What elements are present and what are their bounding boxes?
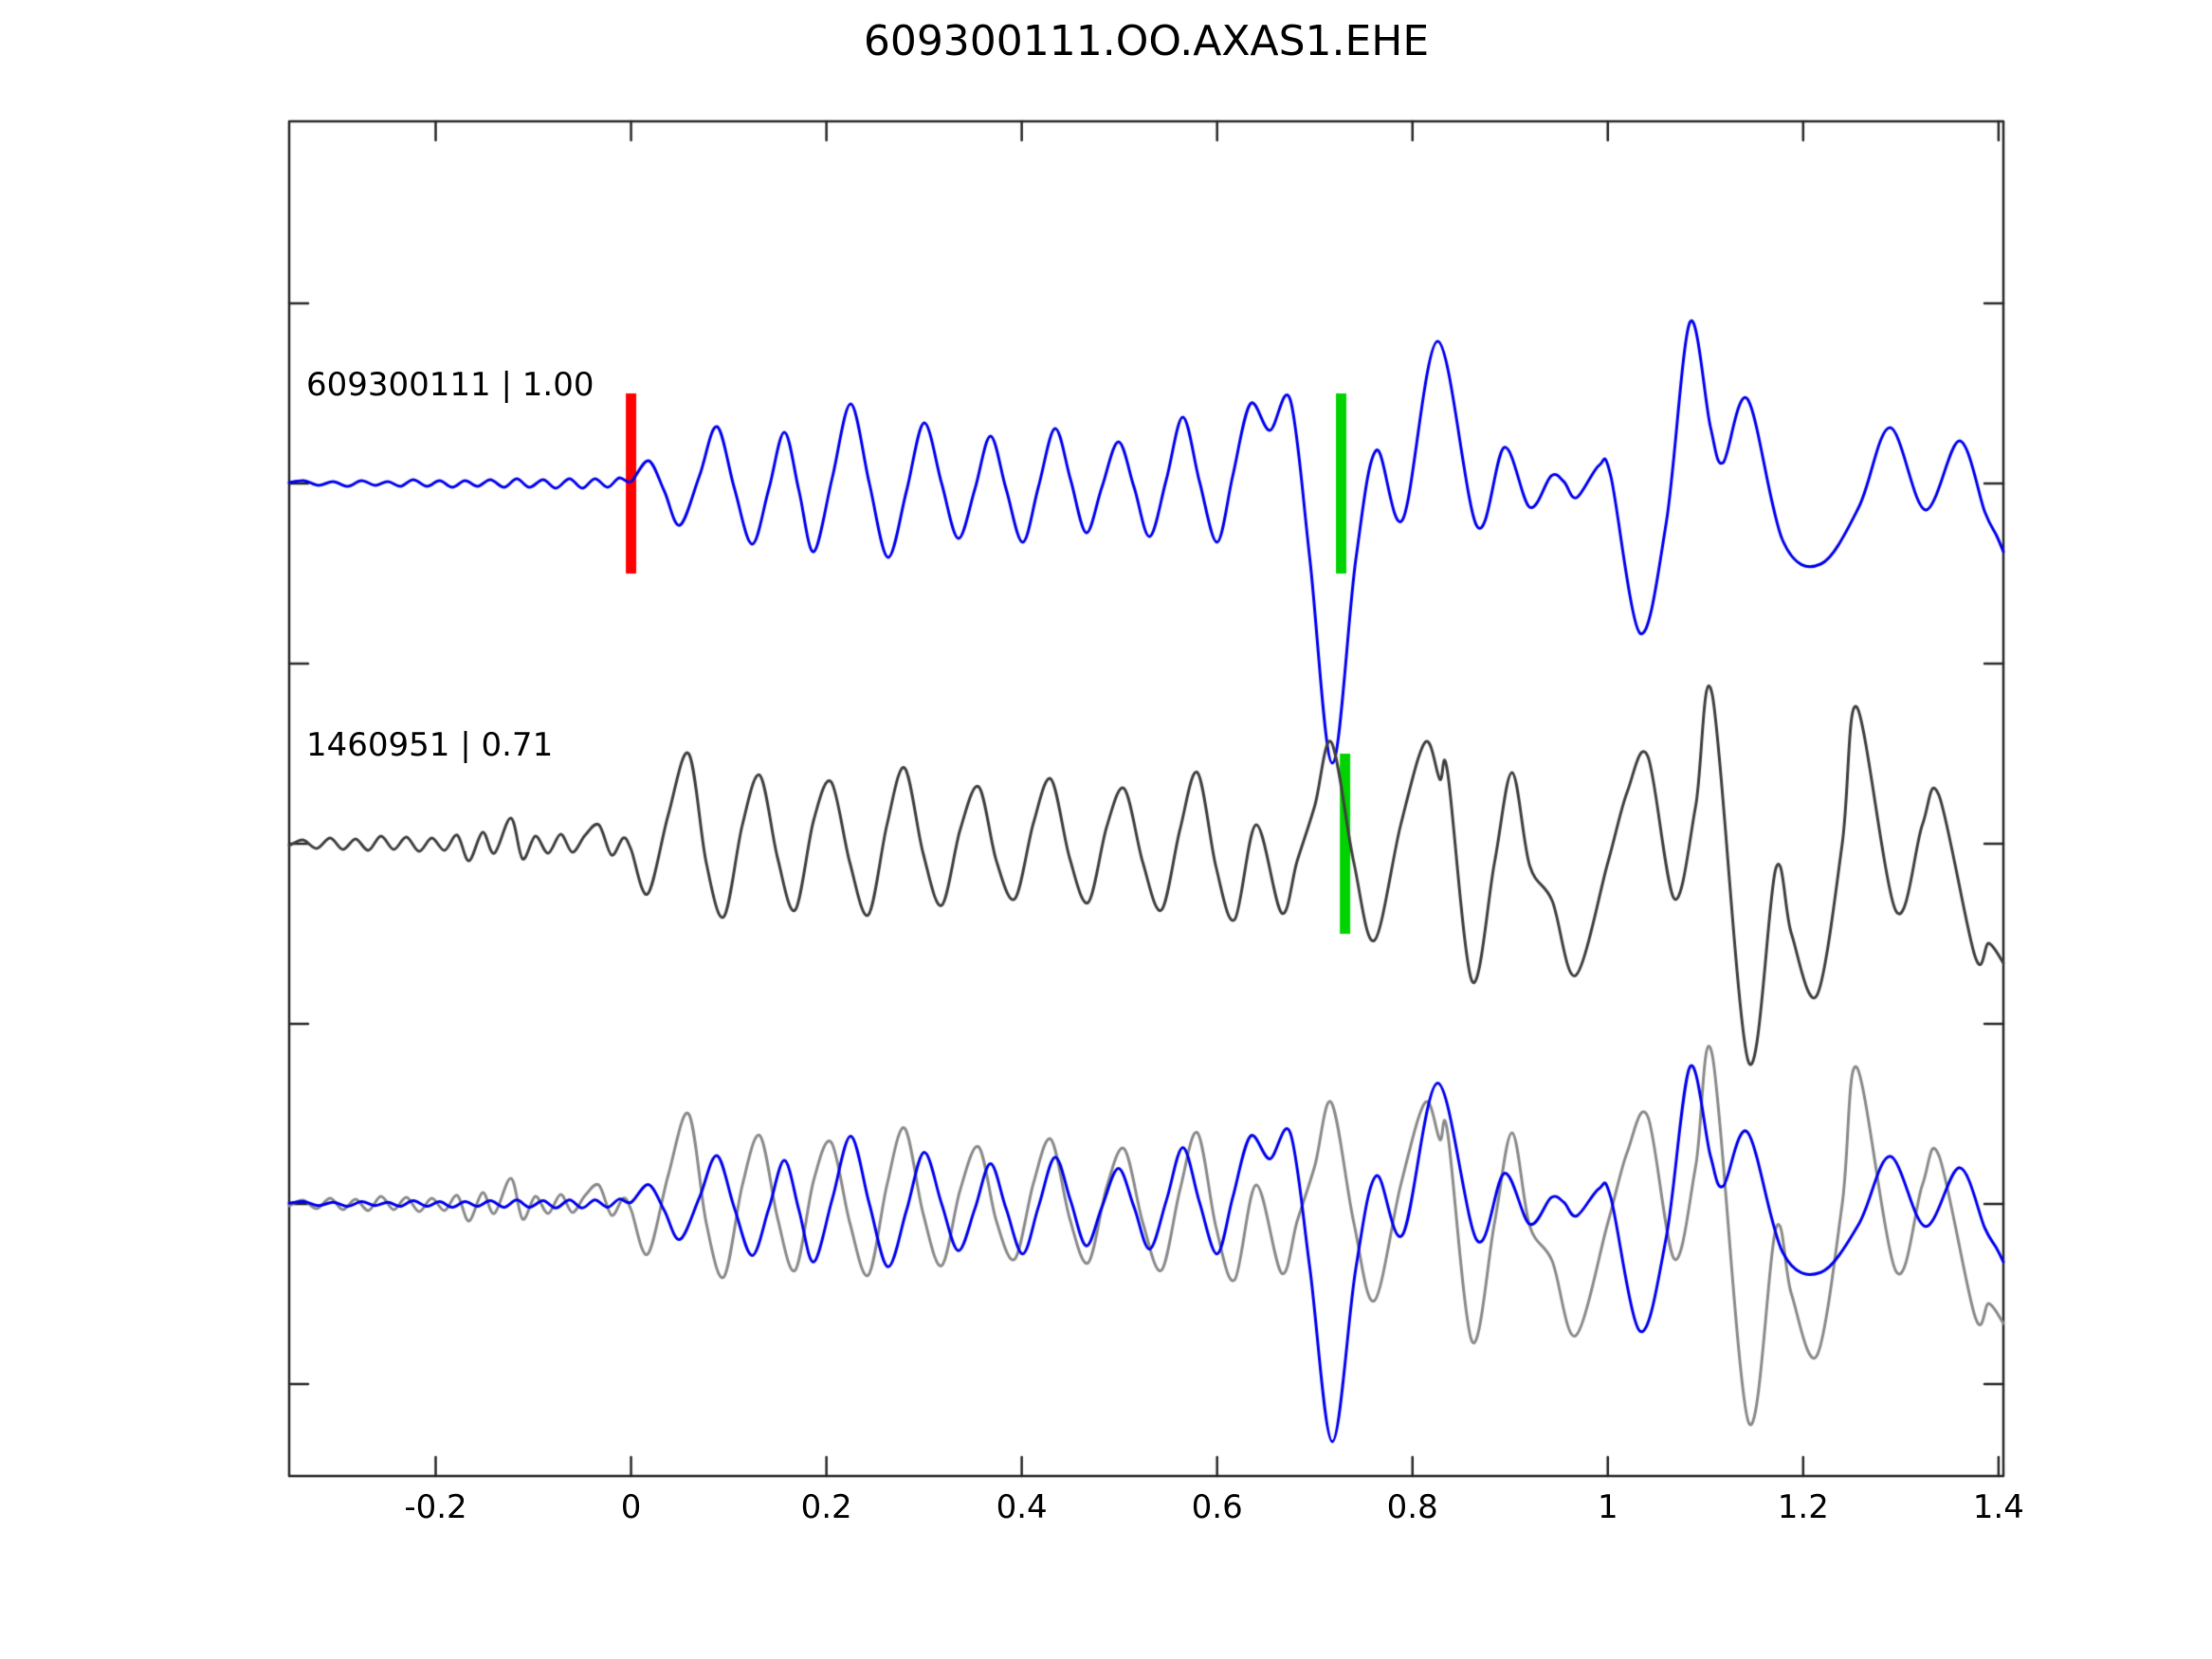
x-tick-label: -0.2 (404, 1488, 467, 1526)
x-tick-label: 0.6 (1191, 1488, 1243, 1526)
x-tick-label: 1.4 (1972, 1488, 2024, 1526)
x-tick-label: 0.2 (800, 1488, 852, 1526)
x-tick-label: 1 (1597, 1488, 1618, 1526)
trace-label-609300111: 609300111 | 1.00 (306, 366, 594, 404)
x-tick-label: 0.8 (1386, 1488, 1438, 1526)
x-tick-label: 1.2 (1777, 1488, 1829, 1526)
x-tick-label: 0 (620, 1488, 642, 1526)
x-tick-label: 0.4 (996, 1488, 1048, 1526)
trace-label-1460951: 1460951 | 0.71 (306, 726, 554, 764)
